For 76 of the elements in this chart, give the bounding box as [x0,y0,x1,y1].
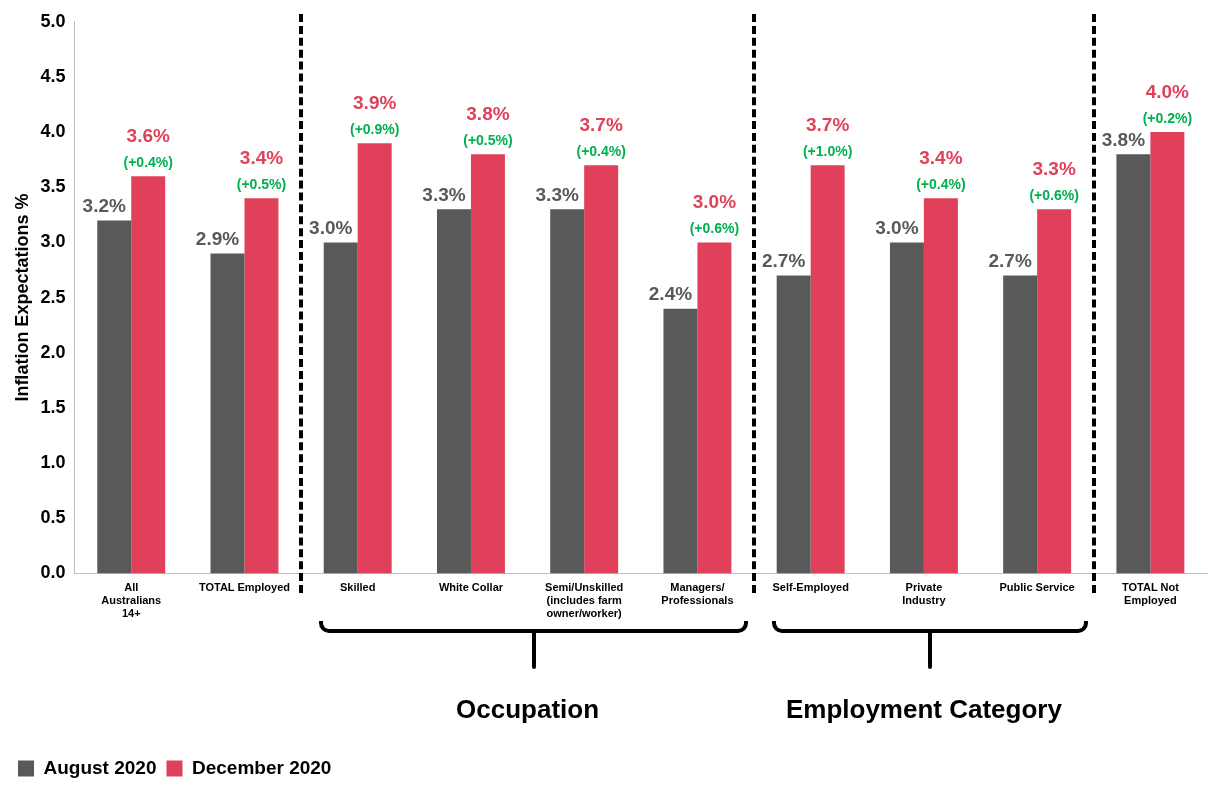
data-label: 2.9% [195,228,240,250]
bar [697,242,732,574]
data-label: 3.4% [919,147,963,169]
annotation: (+0.6%) [1029,187,1079,204]
bar [97,220,132,574]
y-tick-label: 1.0 [40,452,66,473]
data-label: 3.3% [422,184,466,206]
annotation: (+0.5%) [236,176,287,193]
y-tick-label: 4.5 [40,65,66,86]
bar [1003,275,1038,574]
x-tick-label: Semi/Unskilled (includes farm owner/worker) [545,581,624,620]
legend-label: August 2020 [43,756,157,778]
annotation: (+1.0%) [802,143,853,160]
y-tick-label: 4.0 [40,121,66,142]
bar [436,209,471,574]
bar [1150,132,1185,574]
text: Occupation [456,693,600,724]
x-tick-label: Self-Employed [772,581,849,594]
annotation: (+0.6%) [689,220,740,237]
data-label: 3.8% [466,102,510,124]
data-label: 3.7% [579,113,623,135]
y-tick-label: 0.0 [40,562,66,583]
bar [244,198,279,574]
x-tick-label: Skilled [339,581,376,594]
bar [889,242,924,574]
legend-label: December 2020 [191,756,332,778]
annotation: (+0.9%) [349,121,400,138]
y-tick-label: 2.0 [40,341,66,362]
data-label: 3.3% [1032,158,1076,180]
data-label: 3.2% [82,195,127,217]
annotation: (+0.4%) [576,143,626,160]
bar [131,176,166,574]
annotation: (+0.2%) [1142,109,1193,126]
bar [923,198,958,574]
x-tick-label: Managers/ Professionals [661,581,734,607]
annotation: (+0.4%) [916,176,966,193]
y-tick-label: 2.5 [40,286,66,307]
x-tick-label: All Australians 14+ [101,581,162,620]
data-label: 4.0% [1145,80,1190,102]
x-tick-label: White Collar [438,581,504,594]
bar [550,209,585,574]
data-label: 2.7% [988,250,1032,272]
data-label: 3.7% [806,113,850,135]
bar [776,275,811,574]
data-label: 3.8% [1101,128,1146,150]
bar [210,253,245,574]
bar [357,143,392,574]
y-tick-label: 0.5 [40,507,66,528]
data-label: 3.9% [353,91,397,113]
bar [1037,209,1072,574]
data-label: 3.3% [535,184,579,206]
data-label: 2.4% [648,283,693,305]
bar [810,165,845,574]
data-label: 3.6% [126,124,170,146]
bar [323,242,358,574]
x-tick-label: TOTAL Not Employed [1121,581,1180,607]
x-tick-label: TOTAL Employed [198,581,291,594]
x-tick-label: Private Industry [902,581,947,607]
data-label: 3.0% [875,217,919,239]
text: Employment Category [785,693,1063,724]
bar [584,165,619,574]
data-label: 2.7% [762,250,806,272]
bar [663,308,698,574]
bar [470,154,505,574]
bar [1116,154,1151,574]
y-tick-label: 1.5 [40,396,66,417]
data-label: 3.4% [239,147,284,169]
annotation: (+0.5%) [463,132,513,149]
y-tick-label: 3.0 [40,231,66,252]
annotation: (+0.4%) [123,154,173,171]
y-tick-label: 5.0 [40,10,66,31]
y-tick-label: 3.5 [40,176,66,197]
data-label: 3.0% [309,217,353,239]
y-axis-title: Inflation Expectations % [11,193,32,402]
x-tick-label: Public Service [999,581,1075,594]
data-label: 3.0% [692,191,737,213]
